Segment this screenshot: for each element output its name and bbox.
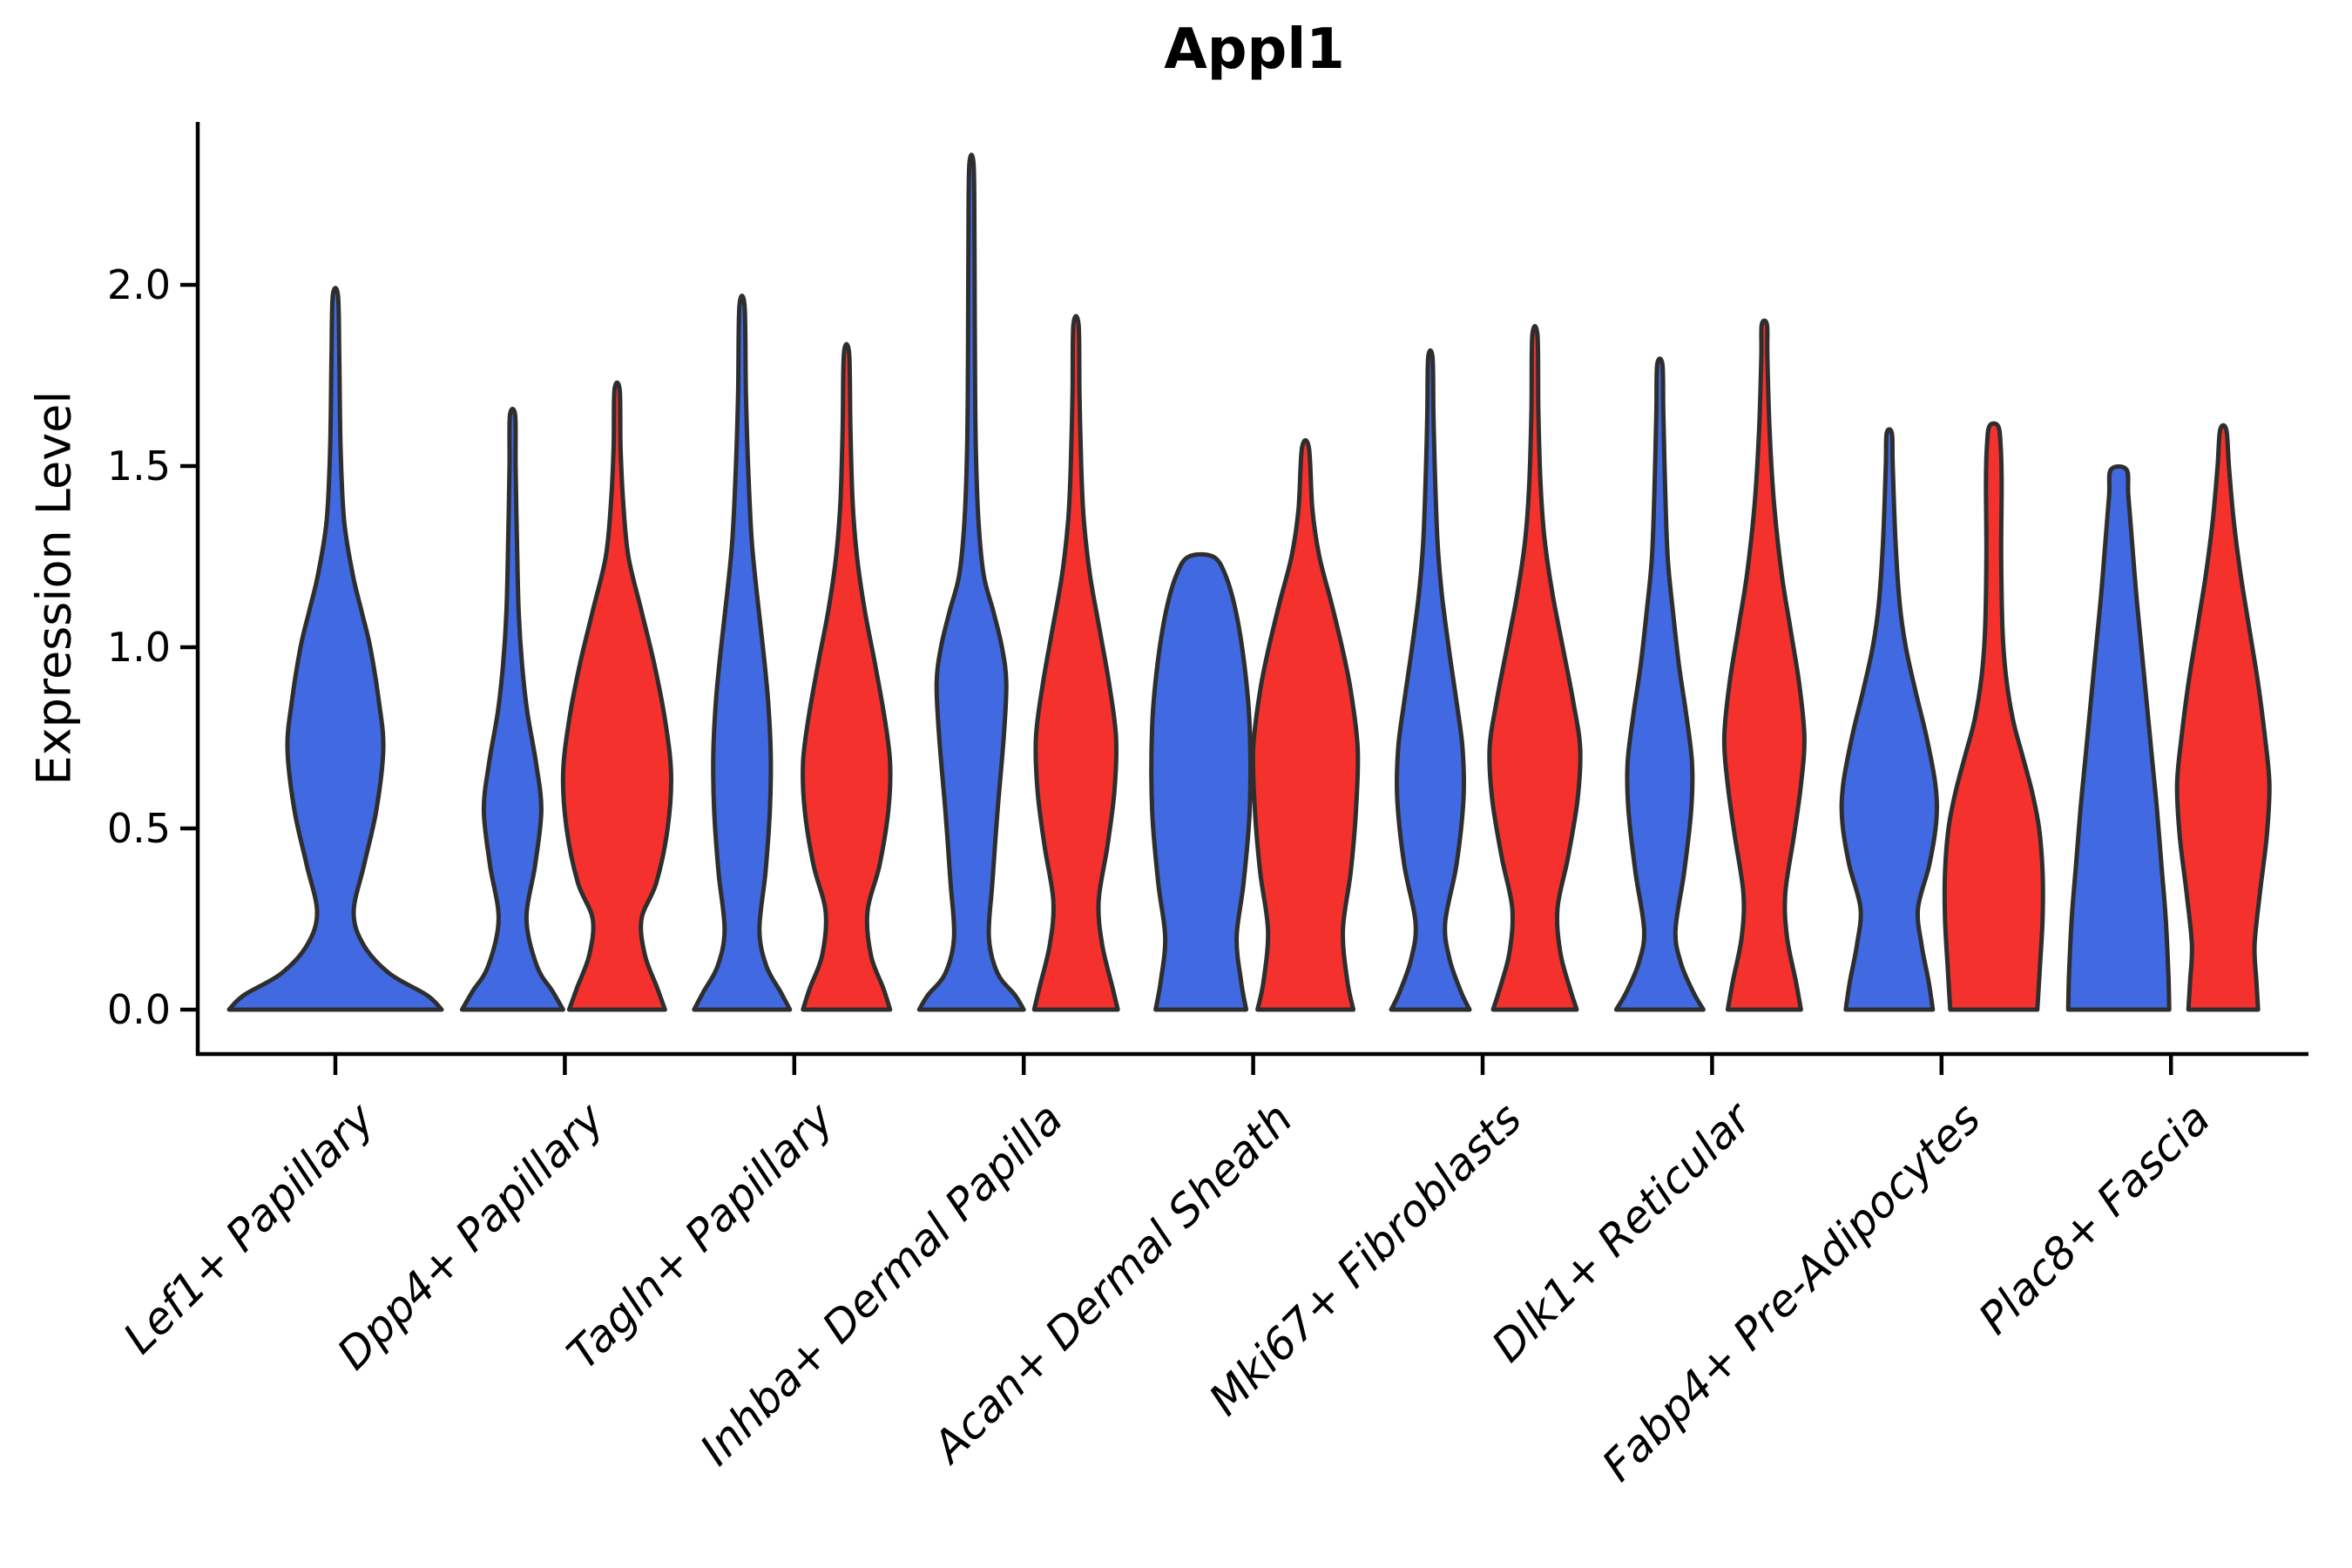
violin-red-acan-dermal-sheath [1250,437,1361,1012]
y-tick-label-2.0: 2.0 [106,261,171,308]
violin-blue-lef1-papillary [226,286,444,1012]
violin-red-plac8-fascia [2174,422,2272,1012]
violin-red-mki67-fibroblasts [1487,323,1583,1012]
violins-layer [226,152,2272,1012]
violin-blue-tagln-papillary [692,293,793,1012]
violin-blue-dpp4-papillary [459,407,565,1012]
y-tick-label-1.0: 1.0 [106,624,171,671]
violin-red-tagln-papillary [801,341,893,1012]
y-tick-label-0.5: 0.5 [106,805,171,852]
violin-red-fabp4-pre-adipocytes [1942,421,2045,1012]
violin-red-dpp4-papillary [560,380,673,1012]
axes-layer [180,122,2308,1075]
violin-blue-inhba-dermal-papilla [916,152,1026,1012]
y-tick-label-0.0: 0.0 [106,986,171,1033]
violin-blue-plac8-fascia [2065,464,2172,1012]
chart-title: Appl1 [1164,17,1345,82]
violin-blue-acan-dermal-sheath [1149,551,1253,1012]
violin-blue-dlk1-reticular [1613,356,1706,1012]
y-tick-label-1.5: 1.5 [106,443,171,490]
violin-red-dlk1-reticular [1721,318,1807,1012]
violin-blue-mki67-fibroblasts [1389,348,1472,1012]
violin-red-inhba-dermal-papilla [1031,314,1120,1012]
violin-blue-fabp4-pre-adipocytes [1839,427,1939,1012]
